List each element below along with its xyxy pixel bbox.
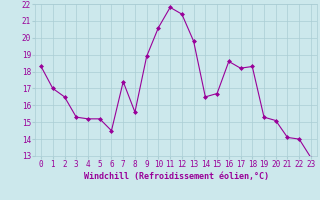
- X-axis label: Windchill (Refroidissement éolien,°C): Windchill (Refroidissement éolien,°C): [84, 172, 268, 181]
